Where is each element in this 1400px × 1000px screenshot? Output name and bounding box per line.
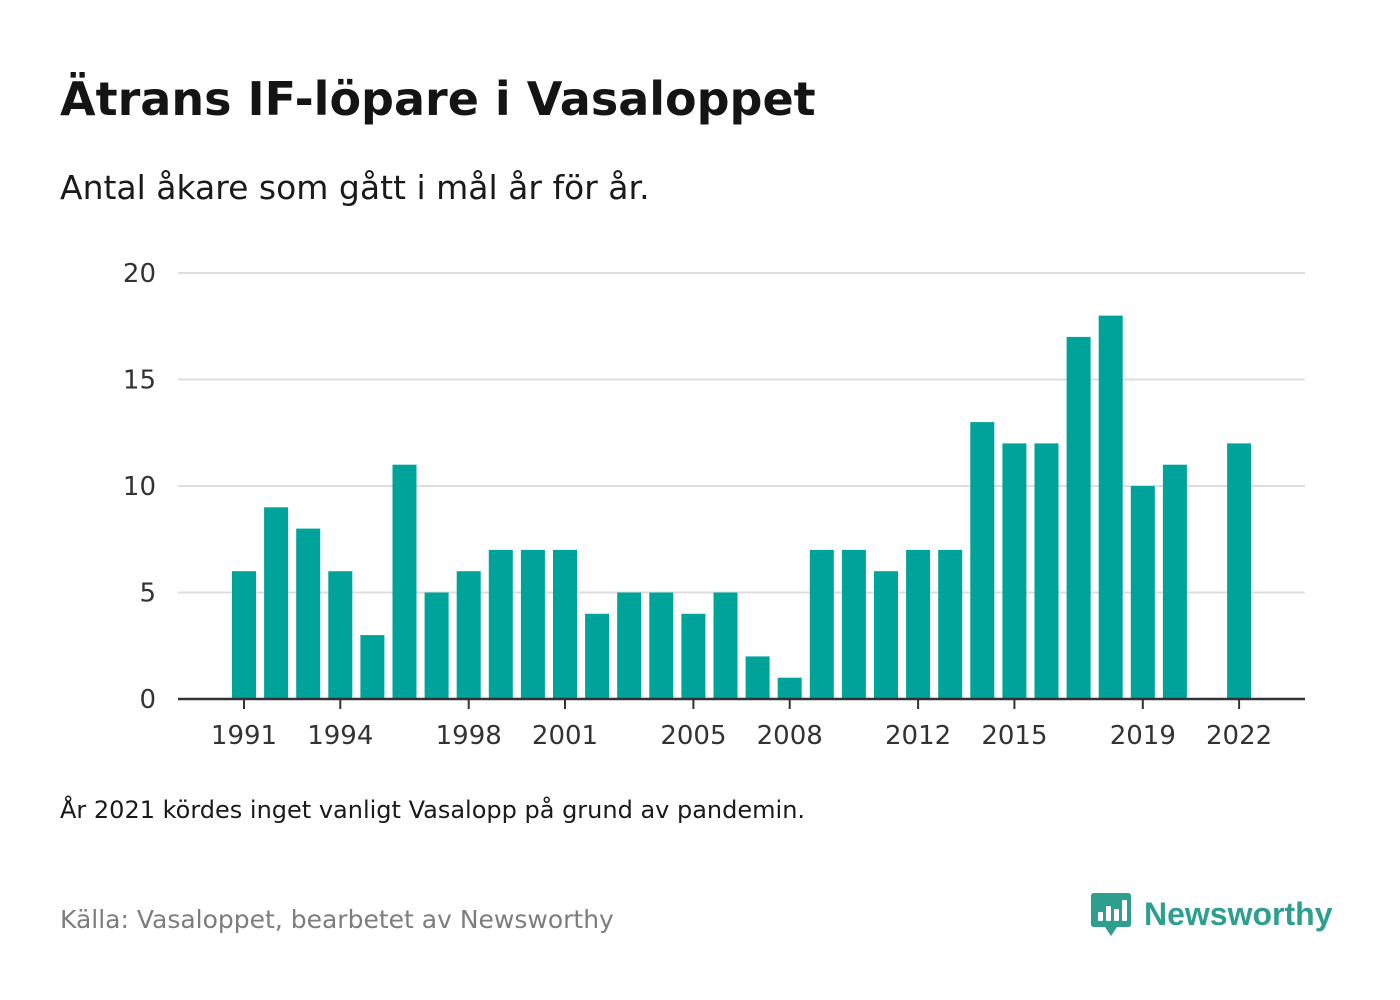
- x-tick-label: 1998: [436, 721, 502, 751]
- bar-2008: [777, 677, 802, 699]
- bar-2004: [649, 592, 674, 699]
- bars: [232, 315, 1252, 699]
- y-tick-label: 15: [123, 366, 156, 396]
- x-tick-label: 2012: [885, 721, 951, 751]
- bar-2018: [1098, 315, 1123, 699]
- bar-2016: [1034, 443, 1059, 699]
- bar-2010: [841, 549, 866, 699]
- x-tick-label: 2022: [1206, 721, 1272, 751]
- newsworthy-logo-text: Newsworthy: [1144, 895, 1333, 932]
- bar-1998: [456, 571, 481, 699]
- bar-2011: [874, 571, 898, 699]
- x-tick-label: 2019: [1110, 721, 1176, 751]
- y-tick-label: 5: [139, 579, 156, 609]
- bar-chart: 0 5 10 15 20 1991 1994 1998 2001 2005 2008 2012 201…: [123, 259, 1305, 751]
- bar-2006: [713, 592, 738, 699]
- bar-2017: [1066, 336, 1091, 699]
- bar-1994: [328, 571, 353, 699]
- footnote: År 2021 kördes inget vanligt Vasalopp på…: [60, 796, 806, 824]
- x-tick-label: 1994: [307, 721, 373, 751]
- y-tick-label: 10: [123, 472, 156, 502]
- x-tick-label: 2008: [757, 721, 823, 751]
- y-axis-ticks: 0 5 10 15 20: [123, 259, 156, 715]
- bar-1995: [360, 635, 385, 699]
- x-tick-label: 2005: [660, 721, 726, 751]
- bar-2005: [681, 613, 706, 699]
- bar-2013: [938, 549, 963, 699]
- chart-subtitle: Antal åkare som gått i mål år för år.: [60, 168, 650, 207]
- bar-1997: [424, 592, 449, 699]
- bar-2002: [585, 613, 610, 699]
- bar-1999: [488, 549, 513, 699]
- x-tick-label: 2015: [981, 721, 1047, 751]
- bar-2019: [1130, 486, 1155, 699]
- x-tick-label: 1991: [211, 721, 277, 751]
- bar-2020: [1162, 464, 1187, 699]
- bar-1992: [264, 507, 289, 699]
- newsworthy-logo-icon: [1091, 893, 1131, 936]
- bar-2001: [553, 549, 577, 699]
- bar-2000: [520, 549, 545, 699]
- bar-2007: [745, 656, 770, 699]
- x-axis-ticks: 1991 1994 1998 2001 2005 2008 2012 2015 2019 2022: [178, 697, 1305, 751]
- bar-2015: [1002, 443, 1027, 699]
- bar-1991: [232, 571, 256, 699]
- bar-2014: [970, 422, 995, 699]
- bar-2012: [906, 549, 931, 699]
- chart-title: Ätrans IF-löpare i Vasaloppet: [60, 72, 816, 126]
- source-text: Källa: Vasaloppet, bearbetet av Newswort…: [60, 905, 614, 934]
- bar-2009: [809, 549, 834, 699]
- newsworthy-logo: Newsworthy: [1090, 890, 1332, 938]
- bar-1996: [392, 464, 417, 699]
- bar-1993: [296, 528, 321, 699]
- bar-2003: [617, 592, 642, 699]
- y-tick-label: 20: [123, 259, 156, 289]
- x-tick-label: 2001: [532, 721, 598, 751]
- y-tick-label: 0: [139, 685, 156, 715]
- bar-2022: [1227, 443, 1252, 699]
